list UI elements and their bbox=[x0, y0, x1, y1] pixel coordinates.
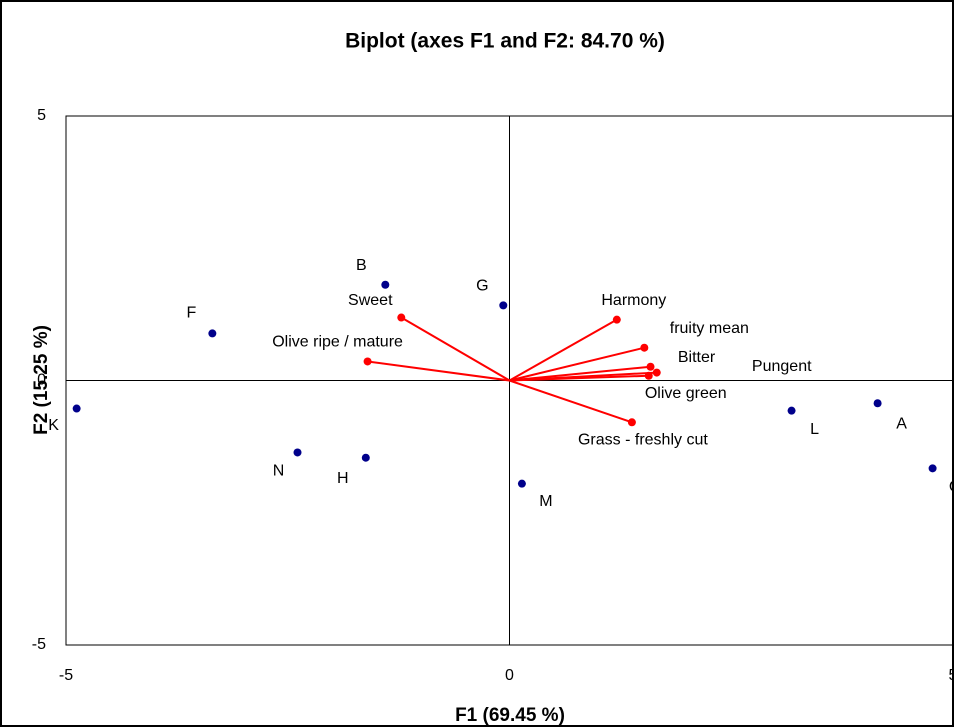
point-label: K bbox=[48, 417, 59, 434]
observation-point bbox=[873, 399, 882, 408]
x-tick-label: 5 bbox=[949, 667, 954, 684]
vector-label: Bitter bbox=[678, 349, 716, 366]
point-label: F bbox=[186, 305, 196, 322]
observation-point bbox=[517, 479, 526, 488]
variable-vector bbox=[509, 346, 645, 382]
variable-point bbox=[644, 371, 653, 380]
observation-point bbox=[499, 301, 508, 310]
point-label: L bbox=[810, 421, 819, 438]
point-label: N bbox=[273, 463, 285, 480]
variable-point bbox=[612, 315, 621, 324]
point-label: B bbox=[356, 257, 367, 274]
observation-point bbox=[928, 464, 937, 473]
observation-point bbox=[787, 406, 796, 415]
observation-point bbox=[72, 404, 81, 413]
vector-label: fruity mean bbox=[670, 320, 749, 337]
variable-point bbox=[646, 362, 655, 371]
vector-label: Pungent bbox=[752, 358, 812, 375]
point-label: G bbox=[476, 278, 488, 295]
variable-vector bbox=[509, 374, 649, 382]
point-label: C bbox=[949, 479, 954, 496]
observation-point bbox=[381, 280, 390, 289]
point-label: M bbox=[539, 493, 552, 510]
chart-title: Biplot (axes F1 and F2: 84.70 %) bbox=[345, 30, 665, 53]
vector-label: Olive green bbox=[645, 385, 727, 402]
point-label: A bbox=[896, 415, 907, 432]
vector-label: Olive ripe / mature bbox=[272, 334, 403, 351]
variable-point bbox=[652, 368, 661, 377]
y-axis-label: F2 (15.25 %) bbox=[31, 325, 52, 435]
variable-vector bbox=[509, 365, 651, 382]
x-tick-label: 0 bbox=[505, 667, 514, 684]
observation-point bbox=[208, 329, 217, 338]
point-label: H bbox=[337, 470, 349, 487]
vector-label: Grass - freshly cut bbox=[578, 432, 708, 449]
variable-vector bbox=[509, 318, 618, 382]
variable-point bbox=[363, 357, 372, 366]
observation-point bbox=[293, 448, 302, 457]
vector-label: Harmony bbox=[601, 292, 666, 309]
variable-vector bbox=[400, 316, 511, 382]
x-tick-label: -5 bbox=[59, 667, 73, 684]
variable-vector bbox=[509, 379, 633, 424]
variable-vector bbox=[367, 360, 510, 382]
vector-label: Sweet bbox=[348, 292, 393, 309]
x-axis-label: F1 (69.45 %) bbox=[455, 705, 565, 726]
y-tick-label: 0 bbox=[37, 372, 46, 389]
observation-point bbox=[361, 453, 370, 462]
variable-point bbox=[397, 313, 406, 322]
variable-point bbox=[627, 418, 636, 427]
y-tick-label: -5 bbox=[32, 636, 46, 653]
variable-point bbox=[640, 343, 649, 352]
y-tick-label: 5 bbox=[37, 107, 46, 124]
